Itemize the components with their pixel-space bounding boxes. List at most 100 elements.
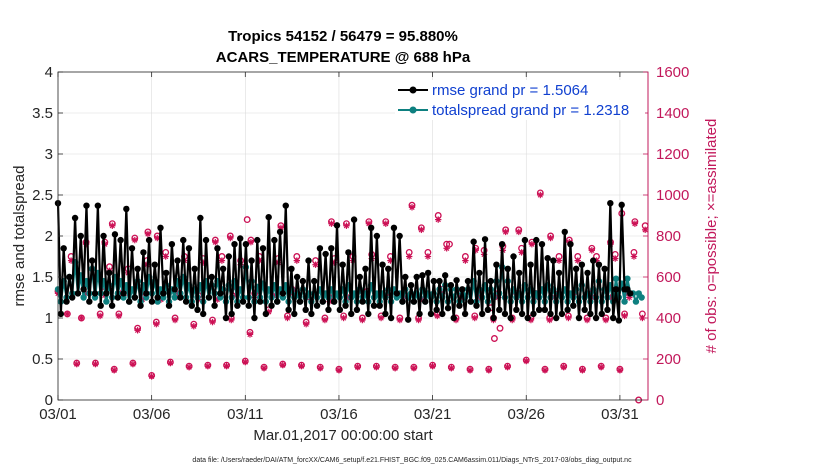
obs-assimilated-marker (246, 331, 254, 338)
y-tick-label-left: 0 (45, 392, 53, 409)
obs-assimilated-stroke (219, 257, 225, 264)
obs-assimilated-stroke (584, 317, 590, 323)
rmse-point (402, 273, 409, 281)
obs-assimilated-marker (162, 253, 169, 260)
rmse-point (424, 269, 432, 277)
rmse-point (604, 306, 611, 313)
obs-assimilated-marker (641, 226, 649, 234)
obs-assimilated-stroke (212, 239, 218, 245)
y-tick-label-left: 3.5 (32, 105, 53, 122)
rmse-point (598, 310, 605, 318)
obs-assimilated-stroke (74, 361, 80, 367)
rmse-point (217, 290, 224, 297)
rmse-point (182, 298, 190, 305)
rmse-point (350, 216, 358, 223)
rmse-point (498, 241, 506, 248)
obs-assimilated-marker (612, 255, 619, 262)
rmse-point (74, 290, 82, 297)
obs-assimilated-stroke (642, 227, 648, 233)
rmse-point (627, 290, 634, 297)
obs-assimilated-marker (502, 228, 509, 236)
x-axis-label: Mar.01,2017 00:00:00 start (253, 427, 433, 444)
obs-assimilated-stroke (223, 363, 230, 369)
obs-assimilated-marker (424, 253, 432, 260)
rmse-point (57, 310, 65, 318)
rmse-point (251, 314, 258, 322)
rmse-point (319, 298, 326, 305)
rmse-point (541, 306, 549, 313)
obs-assimilated-stroke (359, 317, 366, 323)
obs-assimilated-stroke (322, 317, 328, 323)
rmse-point (66, 273, 73, 281)
obs-assimilated-stroke (227, 235, 233, 241)
rmse-point (180, 236, 187, 244)
obs-assimilated-stroke (443, 245, 450, 251)
obs-assimilated-marker (579, 367, 586, 374)
obs-assimilated-stroke (612, 255, 618, 262)
rmse-point (256, 298, 264, 305)
rmse-point (271, 236, 278, 244)
obs-assimilated-marker (410, 365, 418, 372)
y-tick-label-right: 200 (656, 351, 681, 368)
rmse-point (385, 265, 392, 272)
obs-assimilated-marker (131, 236, 138, 244)
obs-assimilated-stroke (167, 360, 174, 366)
obs-assimilated-marker (621, 312, 628, 320)
rmse-point (376, 302, 383, 309)
rmse-point (390, 224, 398, 231)
y-tick-label-left: 3 (45, 146, 53, 163)
rmse-point (268, 302, 275, 309)
rmse-point (311, 277, 318, 285)
totalspread-point (171, 294, 178, 301)
obs-assimilated-stroke (411, 365, 417, 371)
obs-assimilated-marker (144, 230, 152, 238)
obs-assimilated-marker (212, 238, 219, 246)
obs-assimilated-stroke (109, 223, 115, 229)
y-tick-label-left: 2 (45, 228, 53, 245)
chart-title-line1: Tropics 54152 / 56479 = 95.880% (228, 28, 458, 45)
x-tick-label: 03/31 (601, 406, 639, 423)
legend-box (395, 80, 645, 120)
obs-assimilated-marker (391, 365, 399, 372)
rmse-point (143, 290, 150, 297)
totalspread-point (624, 275, 631, 282)
obs-assimilated-marker (466, 367, 474, 374)
rmse-point (370, 302, 378, 309)
rmse-point (80, 286, 87, 293)
obs-assimilated-marker (228, 316, 235, 324)
y-tick-label-left: 0.5 (32, 351, 53, 368)
rmse-point (527, 261, 534, 268)
rmse-point (168, 241, 176, 248)
rmse-point (97, 302, 104, 309)
rmse-point (413, 273, 420, 281)
rmse-point (154, 294, 161, 301)
obs-assimilated-marker (448, 365, 455, 372)
obs-assimilated-stroke (78, 315, 85, 321)
obs-possible-marker (490, 335, 498, 342)
obs-assimilated-stroke (392, 365, 398, 371)
obs-assimilated-stroke (383, 221, 389, 227)
rmse-point (222, 314, 230, 322)
rmse-point (612, 286, 620, 293)
rmse-point (285, 306, 292, 313)
obs-assimilated-stroke (340, 315, 347, 321)
rmse-point (208, 273, 215, 281)
obs-assimilated-marker (96, 312, 104, 320)
rmse-point (396, 232, 403, 240)
obs-assimilated-marker (293, 257, 301, 264)
obs-assimilated-marker (373, 364, 380, 371)
obs-assimilated-stroke (92, 361, 99, 367)
rmse-point (427, 310, 435, 318)
obs-assimilated-marker (73, 360, 80, 368)
rmse-point (293, 273, 301, 281)
rmse-point (544, 254, 551, 262)
obs-assimilated-marker (223, 362, 230, 370)
rmse-point (202, 236, 210, 244)
rmse-point (555, 269, 563, 277)
y-tick-label-right: 1200 (656, 146, 689, 163)
rmse-point (419, 272, 426, 279)
legend-marker-rmse (409, 86, 417, 94)
rmse-point (493, 261, 500, 268)
rmse-point (336, 306, 344, 313)
rmse-point (487, 277, 494, 285)
